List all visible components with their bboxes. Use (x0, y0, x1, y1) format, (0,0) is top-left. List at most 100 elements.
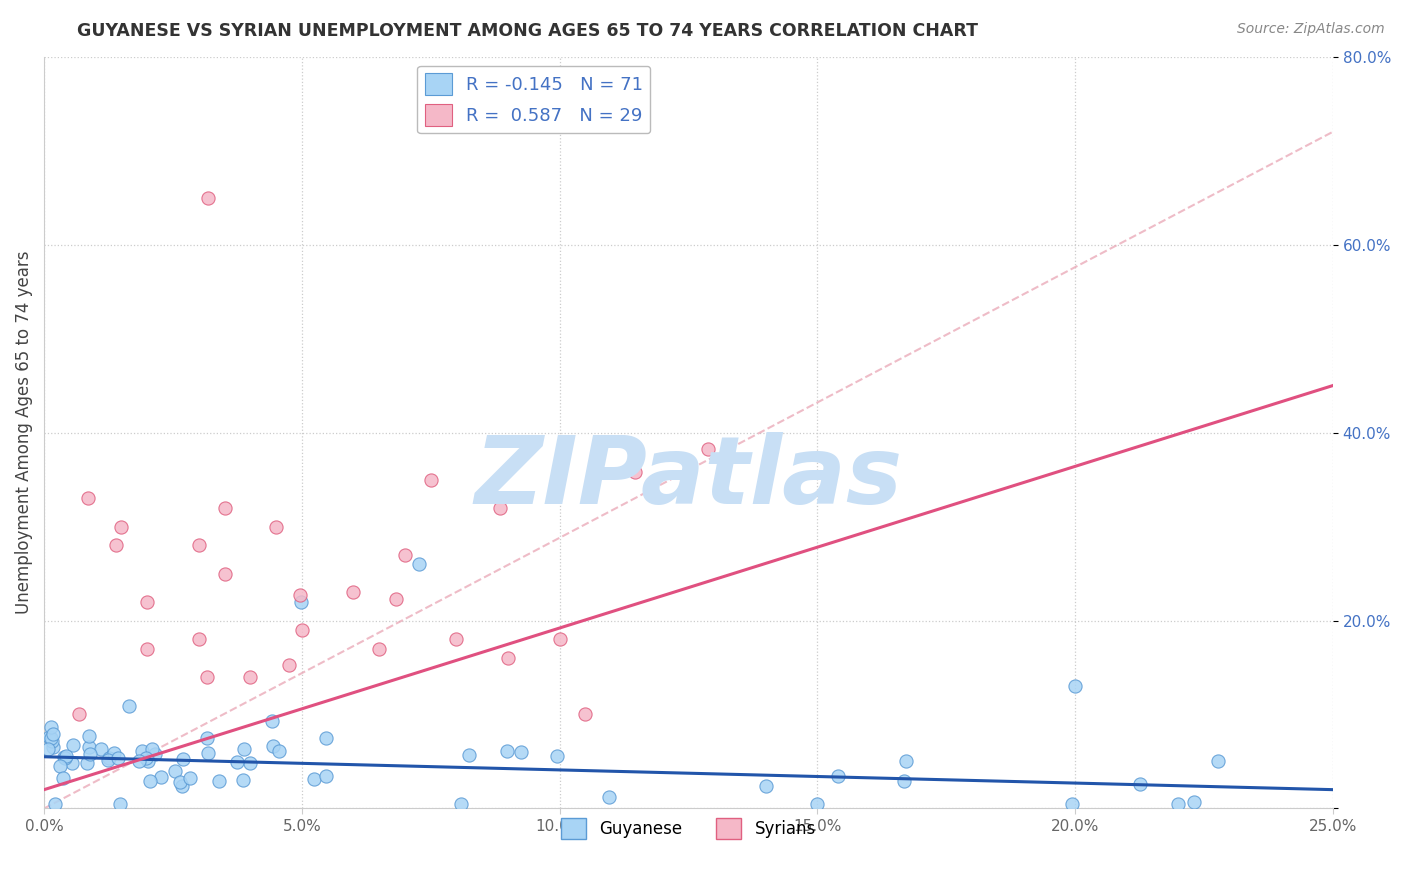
Point (1167, 797, 1189, 811)
Point (1064, 679, 1087, 693)
Y-axis label: Unemployment Among Ages 65 to 74 years: Unemployment Among Ages 65 to 74 years (15, 251, 32, 615)
Point (278, 657, 301, 672)
Point (143, 747, 166, 762)
Point (755, 780, 778, 794)
Point (37, 741, 59, 756)
Point (385, 591, 408, 606)
Point (52, 771, 75, 785)
Point (53, 749, 76, 764)
Point (42, 727, 65, 741)
Point (98, 751, 121, 765)
Point (55, 748, 77, 763)
Point (187, 632, 209, 647)
Point (110, 519, 132, 533)
Point (546, 749, 568, 764)
Point (315, 769, 337, 783)
Point (806, 797, 828, 811)
Point (260, 714, 283, 728)
Point (60, 756, 83, 770)
Point (179, 771, 201, 785)
Point (893, 773, 915, 788)
Point (38, 730, 60, 744)
Point (315, 731, 337, 745)
Point (291, 623, 314, 637)
Point (239, 670, 262, 684)
Point (108, 797, 131, 811)
Point (42, 740, 65, 755)
Point (77, 730, 100, 744)
Text: ZIPatlas: ZIPatlas (474, 432, 903, 524)
Point (39, 731, 62, 745)
Point (136, 595, 159, 609)
Point (232, 773, 254, 788)
Point (136, 755, 159, 769)
Point (172, 752, 194, 766)
Point (150, 770, 173, 784)
Point (76, 756, 98, 770)
Point (419, 473, 441, 487)
Point (208, 774, 231, 789)
Point (697, 442, 720, 457)
Point (263, 739, 285, 753)
Point (141, 742, 163, 756)
Point (214, 566, 236, 581)
Point (574, 707, 596, 722)
Point (489, 500, 512, 515)
Point (548, 632, 571, 647)
Point (44, 797, 66, 811)
Point (62, 738, 84, 752)
Point (368, 641, 391, 656)
Point (1060, 797, 1083, 811)
Point (104, 538, 127, 552)
Point (264, 519, 287, 533)
Point (267, 744, 290, 758)
Point (496, 744, 519, 758)
Point (509, 745, 531, 759)
Point (67, 707, 90, 722)
Point (163, 764, 186, 778)
Point (496, 651, 519, 665)
Point (53, 750, 76, 764)
Point (187, 538, 209, 552)
Point (214, 500, 236, 515)
Point (197, 191, 219, 205)
Point (169, 775, 191, 789)
Point (233, 741, 256, 756)
Point (239, 756, 262, 770)
Point (304, 772, 326, 786)
Point (49, 758, 72, 772)
Point (827, 769, 849, 783)
Point (894, 755, 917, 769)
Text: GUYANESE VS SYRIAN UNEMPLOYMENT AMONG AGES 65 TO 74 YEARS CORRELATION CHART: GUYANESE VS SYRIAN UNEMPLOYMENT AMONG AG… (77, 22, 979, 40)
Point (457, 748, 479, 763)
Point (450, 797, 472, 811)
Point (103, 746, 125, 760)
Point (90, 741, 112, 756)
Point (288, 588, 311, 602)
Point (195, 670, 218, 684)
Point (197, 746, 219, 760)
Point (118, 699, 141, 714)
Point (139, 774, 162, 789)
Point (408, 557, 430, 571)
Point (41, 734, 63, 748)
Point (107, 751, 129, 765)
Point (97, 753, 120, 767)
Point (128, 755, 150, 769)
Point (342, 585, 364, 599)
Point (1129, 777, 1152, 791)
Point (624, 465, 647, 479)
Point (170, 779, 193, 793)
Point (195, 731, 218, 745)
Point (135, 751, 157, 765)
Point (41, 720, 63, 734)
Point (598, 789, 620, 804)
Point (77, 491, 100, 506)
Point (136, 641, 159, 656)
Point (446, 632, 468, 647)
Point (1182, 795, 1205, 809)
Point (290, 595, 312, 609)
Point (77, 739, 100, 754)
Point (79, 747, 101, 761)
Point (131, 744, 153, 758)
